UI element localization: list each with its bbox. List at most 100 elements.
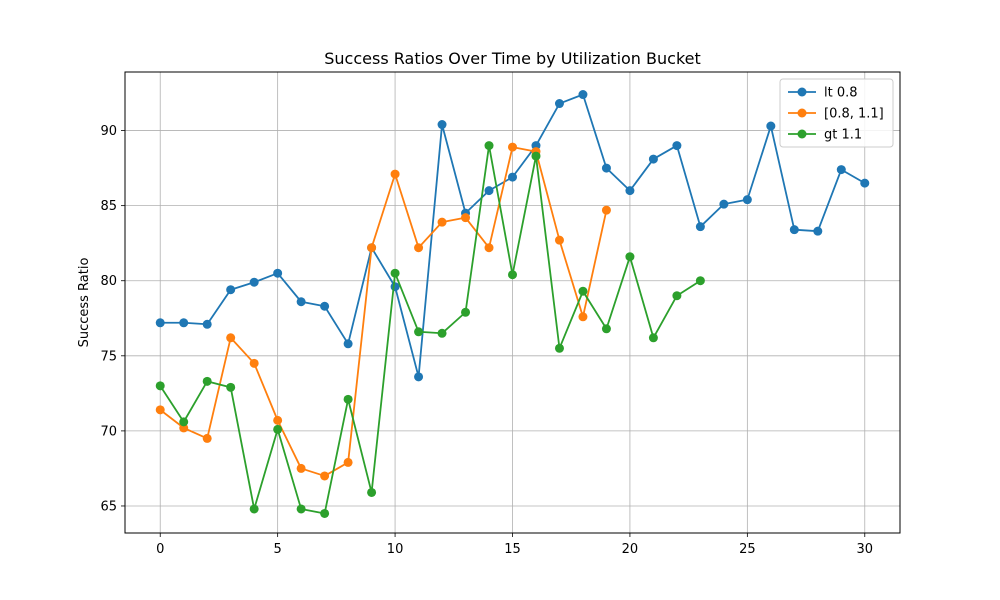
data-point — [554, 235, 564, 245]
data-point — [695, 276, 705, 286]
x-tick-label: 25 — [739, 542, 756, 557]
data-point — [484, 186, 494, 196]
y-tick-label: 70 — [100, 424, 117, 439]
data-point — [320, 471, 330, 481]
data-point — [508, 172, 517, 182]
data-point — [719, 199, 729, 209]
data-point — [437, 120, 447, 130]
data-point — [179, 417, 189, 427]
data-point — [296, 463, 306, 473]
data-point — [226, 382, 236, 392]
x-tick-label: 5 — [274, 542, 282, 557]
data-point — [320, 301, 330, 311]
series-lt-0-8 — [155, 90, 870, 382]
legend-marker — [797, 87, 807, 97]
data-point — [273, 424, 283, 434]
data-point — [296, 297, 306, 307]
data-point — [343, 394, 353, 404]
legend-item: [0.8, 1.1] — [788, 107, 884, 122]
data-point — [625, 252, 635, 262]
data-point — [648, 154, 658, 164]
data-point — [226, 285, 236, 295]
series-group — [155, 90, 870, 518]
data-point — [578, 312, 588, 322]
x-tick-label: 10 — [387, 542, 404, 557]
data-point — [202, 433, 212, 443]
data-point — [601, 205, 611, 215]
y-tick-label: 85 — [100, 199, 117, 214]
x-tick-label: 30 — [856, 542, 873, 557]
legend-item: lt 0.8 — [788, 86, 858, 101]
data-point — [179, 318, 189, 328]
data-point — [742, 195, 752, 205]
axis-ticks: 0 5 10 15 20 25 30 65 70 75 80 85 90 — [100, 124, 873, 557]
data-point — [202, 376, 212, 386]
data-point — [437, 217, 447, 227]
data-point — [155, 318, 165, 328]
data-point — [414, 372, 424, 382]
x-tick-label: 15 — [504, 542, 521, 557]
y-tick-label: 90 — [100, 124, 117, 139]
data-point — [343, 457, 353, 467]
data-point — [249, 504, 259, 514]
y-tick-label: 65 — [100, 499, 117, 514]
legend-label: gt 1.1 — [824, 128, 862, 143]
data-point — [601, 324, 611, 334]
data-point — [273, 415, 283, 425]
data-point — [578, 90, 588, 100]
data-point — [813, 226, 823, 236]
data-point — [672, 141, 682, 151]
data-point — [695, 222, 705, 232]
data-point — [226, 333, 236, 343]
data-point — [860, 178, 870, 188]
legend-marker — [797, 108, 807, 118]
y-tick-label: 80 — [100, 274, 117, 289]
data-point — [508, 270, 517, 280]
chart-title: Success Ratios Over Time by Utilization … — [324, 49, 701, 68]
data-point — [789, 225, 799, 235]
data-point — [484, 141, 494, 151]
y-axis-label: Success Ratio — [77, 258, 92, 348]
data-point — [554, 99, 564, 109]
data-point — [414, 243, 424, 253]
data-point — [554, 343, 564, 353]
legend-label: [0.8, 1.1] — [824, 107, 884, 122]
data-point — [672, 291, 682, 301]
legend-box — [779, 78, 894, 148]
data-point — [484, 243, 494, 253]
data-point — [296, 504, 306, 514]
data-point — [367, 243, 377, 253]
data-point — [390, 282, 400, 292]
data-point — [836, 165, 846, 175]
data-point — [625, 186, 635, 196]
data-point — [461, 213, 471, 223]
data-point — [508, 142, 517, 152]
data-point — [320, 508, 330, 518]
data-point — [273, 268, 283, 278]
series-0-8-1-1 — [155, 142, 611, 481]
series-gt-1-1 — [155, 141, 705, 518]
data-point — [601, 163, 611, 173]
data-point — [343, 339, 353, 349]
data-point — [437, 328, 447, 338]
data-point — [414, 327, 424, 337]
legend: lt 0.8 [0.8, 1.1] gt 1.1 — [779, 78, 894, 148]
data-point — [461, 307, 471, 317]
legend-label: lt 0.8 — [824, 86, 858, 101]
y-tick-label: 75 — [100, 349, 117, 364]
data-point — [531, 151, 541, 161]
x-tick-label: 0 — [156, 542, 164, 557]
series-line — [159, 144, 701, 515]
data-point — [390, 169, 400, 179]
data-point — [249, 277, 259, 287]
data-point — [202, 319, 212, 329]
data-point — [155, 405, 165, 415]
legend-item: gt 1.1 — [788, 128, 862, 143]
data-point — [390, 268, 400, 278]
data-point — [367, 487, 377, 497]
legend-marker — [797, 129, 807, 139]
data-point — [648, 333, 658, 343]
x-tick-label: 20 — [622, 542, 639, 557]
data-point — [249, 358, 259, 368]
